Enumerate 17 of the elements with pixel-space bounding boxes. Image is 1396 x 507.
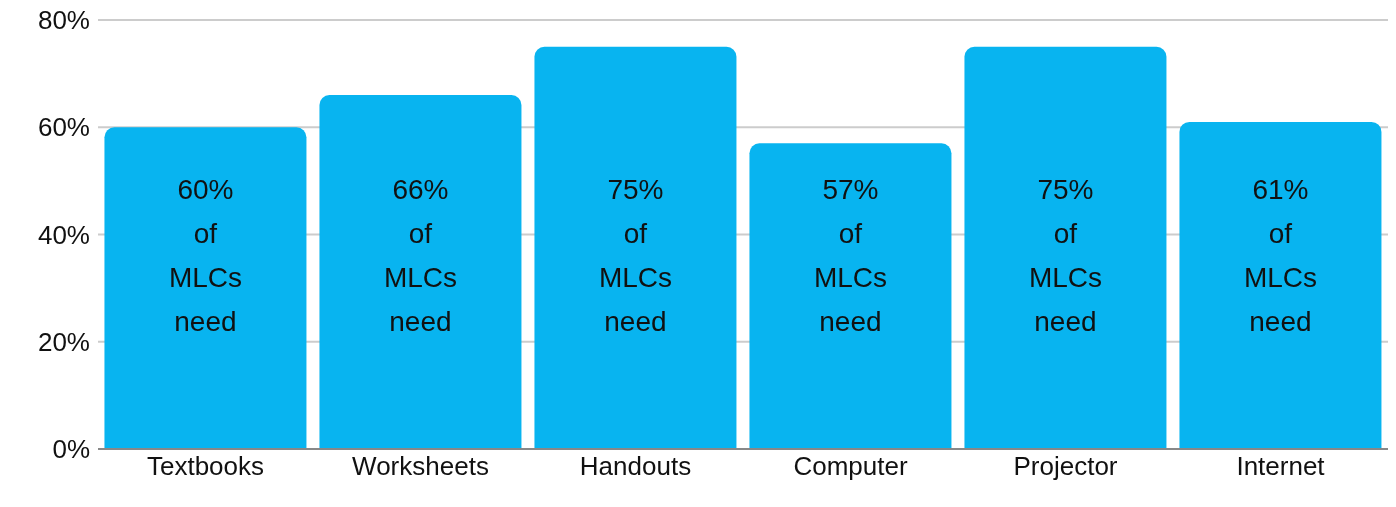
x-tick-label: Worksheets	[352, 451, 489, 482]
data-label: 66% of MLCs need	[383, 174, 458, 337]
x-tick-label: Handouts	[579, 451, 692, 482]
y-tick-label: 20%	[37, 326, 90, 357]
y-tick-label: 60%	[37, 112, 90, 143]
y-tick-label: 40%	[37, 219, 90, 250]
x-tick-label: Textbooks	[146, 451, 265, 482]
x-tick-label: Internet	[1236, 451, 1326, 482]
data-label: 57% of MLCs need	[813, 174, 888, 337]
x-tick-label: Projector	[1013, 451, 1118, 482]
data-label: 60% of MLCs need	[168, 174, 243, 337]
x-tick-label: Computer	[793, 451, 908, 482]
y-tick-label: 80%	[37, 5, 90, 36]
data-label: 61% of MLCs need	[1243, 174, 1318, 337]
data-label: 75% of MLCs need	[1028, 174, 1103, 337]
data-label: 75% of MLCs need	[598, 174, 673, 337]
y-tick-label: 0%	[52, 434, 90, 465]
